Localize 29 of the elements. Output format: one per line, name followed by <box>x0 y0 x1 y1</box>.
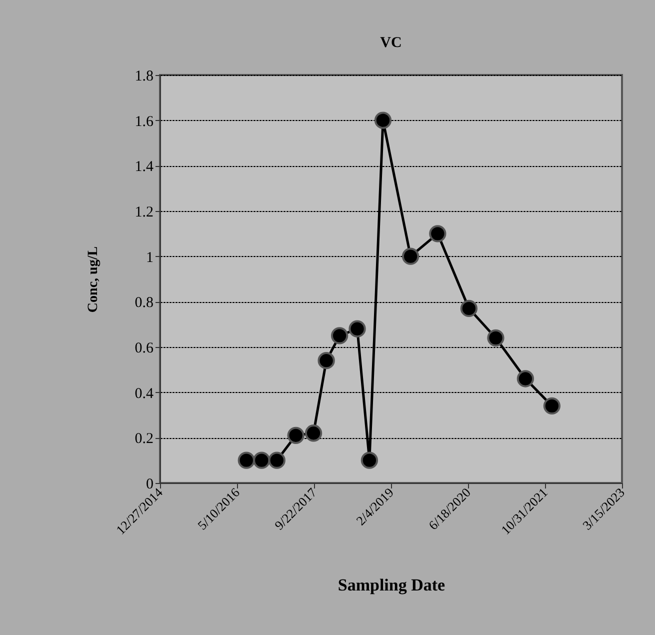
y-tick-label: 0.6 <box>134 340 154 356</box>
point <box>268 452 286 469</box>
y-axis-title: Conc, ug/L <box>86 246 101 313</box>
point <box>543 397 561 414</box>
point <box>487 329 504 346</box>
point <box>330 327 348 344</box>
point <box>402 248 420 265</box>
point <box>348 320 366 338</box>
chart-title: VC <box>380 35 402 51</box>
point <box>360 452 378 469</box>
y-tick-label: 1.8 <box>134 68 154 84</box>
point <box>238 452 255 469</box>
y-tick-label: 0.2 <box>134 431 154 448</box>
point <box>304 424 322 442</box>
y-tick-label: 0.4 <box>134 386 154 402</box>
x-axis-title: Sampling Date <box>338 575 446 594</box>
point <box>516 370 534 388</box>
y-tick-label: 1.6 <box>134 114 154 130</box>
y-tick-label: 0 <box>146 476 154 492</box>
point <box>374 112 392 129</box>
y-tick-label: 1.2 <box>134 204 154 220</box>
y-tick-label: 1 <box>146 250 154 266</box>
point <box>460 300 478 318</box>
point <box>429 225 446 242</box>
y-tick-label: 0.8 <box>134 295 154 312</box>
point <box>318 352 335 370</box>
y-tick-label: 1.4 <box>134 159 154 176</box>
point <box>253 452 270 469</box>
point <box>287 426 304 444</box>
